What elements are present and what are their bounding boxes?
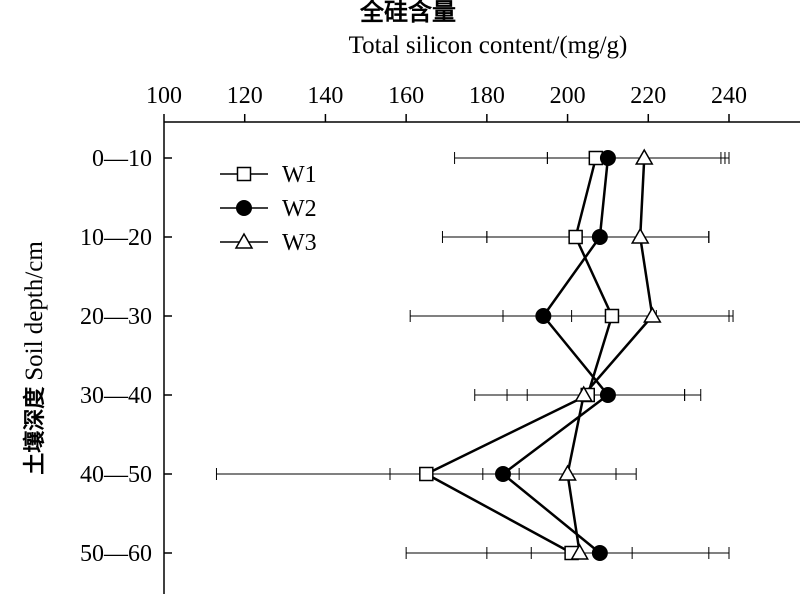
marker-W1-1	[568, 229, 583, 245]
x-tick-label-180: 180	[469, 83, 505, 109]
y-axis-label-text: 土壤深度 Soil depth/cm	[21, 241, 48, 475]
marker-W3-3	[574, 385, 594, 402]
marker-W3-5	[570, 543, 589, 560]
x-tick-label-120: 120	[227, 83, 263, 109]
series-lines	[425, 157, 654, 555]
series-line-W1	[425, 157, 614, 555]
x-axis-label: Total silicon content/(mg/g)	[349, 32, 628, 59]
legend-label-W1: W1	[282, 162, 317, 188]
x-tick-label-200: 200	[550, 83, 586, 109]
y-tick-label-1: 10—20	[80, 225, 152, 251]
y-axis-ticks: 0—10 10—20 20—30 30—40 40—50 50—60	[80, 146, 172, 567]
marker-W3-2	[643, 306, 662, 323]
legend-label-W2: W2	[282, 196, 317, 222]
x-tick-label-100: 100	[146, 83, 182, 109]
plot-frame	[163, 121, 800, 594]
marker-W2-5	[591, 545, 608, 561]
y-axis-label-en: Soil depth/cm	[21, 241, 48, 381]
marker-W2-1	[591, 229, 608, 245]
y-tick-label-3: 30—40	[80, 383, 152, 409]
legend-marker-W2	[236, 200, 252, 216]
error-bars	[215, 152, 734, 559]
marker-W1-4	[419, 466, 434, 482]
marker-W2-3	[599, 387, 616, 403]
x-tick-label-160: 160	[388, 83, 424, 109]
y-axis-label-cn: 土壤深度	[22, 386, 48, 475]
marker-W3-4	[558, 464, 577, 481]
legend: W1 W2 W3	[220, 162, 317, 256]
legend-label-W3: W3	[282, 230, 317, 256]
y-tick-label-0: 0—10	[92, 146, 152, 172]
marker-W1-2	[604, 308, 620, 324]
marker-W3-1	[630, 227, 650, 244]
x-tick-label-240: 240	[711, 83, 747, 109]
x-tick-label-140: 140	[307, 83, 343, 109]
series-line-W3	[566, 157, 654, 554]
y-axis-label: 土壤深度 Soil depth/cm	[21, 241, 48, 475]
legend-marker-W3	[234, 232, 254, 249]
marker-W2-0	[599, 150, 616, 166]
y-tick-label-4: 40—50	[80, 462, 152, 488]
legend-marker-W1	[236, 166, 252, 182]
x-axis-ticks: 100 120 140 160 180 200 220 240	[146, 83, 747, 122]
y-tick-label-5: 50—60	[80, 541, 152, 567]
series-line-W2	[501, 157, 610, 554]
series-markers	[419, 148, 662, 561]
marker-W2-4	[495, 466, 511, 482]
y-tick-label-2: 20—30	[80, 304, 152, 330]
marker-W2-2	[535, 308, 552, 324]
x-tick-label-220: 220	[630, 83, 666, 109]
marker-W3-0	[634, 148, 654, 165]
chart-title: 全硅含量	[359, 0, 456, 26]
